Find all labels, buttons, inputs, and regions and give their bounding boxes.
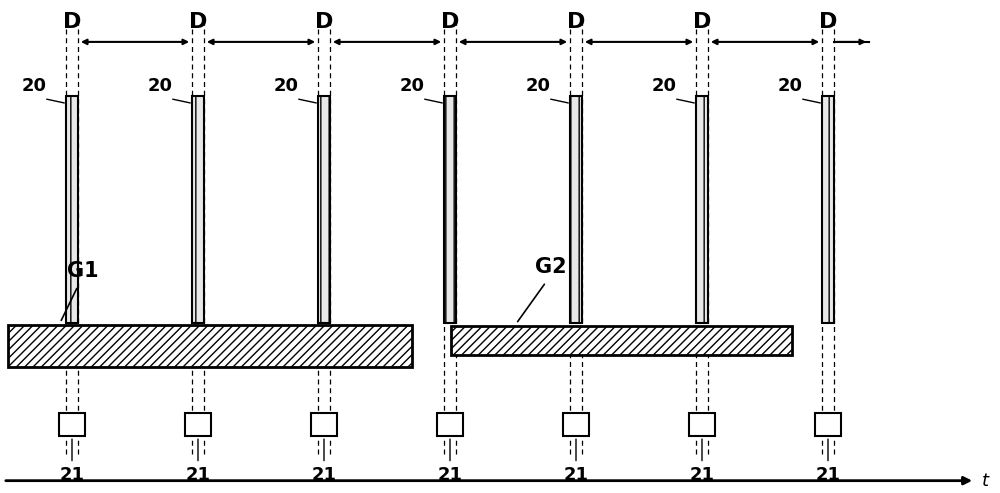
Text: G2: G2 [535, 257, 567, 277]
Text: G1: G1 [67, 261, 99, 281]
Bar [570, 96, 582, 323]
Text: 21: 21 [312, 466, 336, 484]
Text: t: t [982, 472, 989, 490]
Bar [318, 96, 330, 323]
Text: 21: 21 [438, 466, 462, 484]
Text: 21: 21 [816, 466, 841, 484]
Bar [311, 413, 337, 436]
Text: 20: 20 [22, 77, 46, 95]
Bar [437, 413, 463, 436]
Bar [696, 96, 708, 323]
Text: 20: 20 [652, 77, 676, 95]
Text: D: D [441, 12, 459, 33]
Text: 21: 21 [564, 466, 588, 484]
Bar [59, 413, 85, 436]
Text: D: D [693, 12, 711, 33]
Text: D: D [315, 12, 333, 33]
Text: D: D [189, 12, 207, 33]
Bar [451, 326, 792, 355]
Text: 21: 21 [690, 466, 714, 484]
Bar [8, 325, 412, 367]
Bar [192, 96, 204, 323]
Text: 20: 20 [526, 77, 550, 95]
Bar [444, 96, 456, 323]
Text: 20: 20 [148, 77, 173, 95]
Bar [815, 413, 841, 436]
Bar [563, 413, 589, 436]
Text: D: D [819, 12, 837, 33]
Text: 20: 20 [400, 77, 424, 95]
Text: 21: 21 [186, 466, 210, 484]
Text: 20: 20 [274, 77, 299, 95]
Bar [689, 413, 715, 436]
Bar [822, 96, 834, 323]
Bar [185, 413, 211, 436]
Text: 20: 20 [778, 77, 803, 95]
Text: 21: 21 [60, 466, 84, 484]
Text: D: D [63, 12, 81, 33]
Text: D: D [567, 12, 585, 33]
Bar [66, 96, 78, 323]
